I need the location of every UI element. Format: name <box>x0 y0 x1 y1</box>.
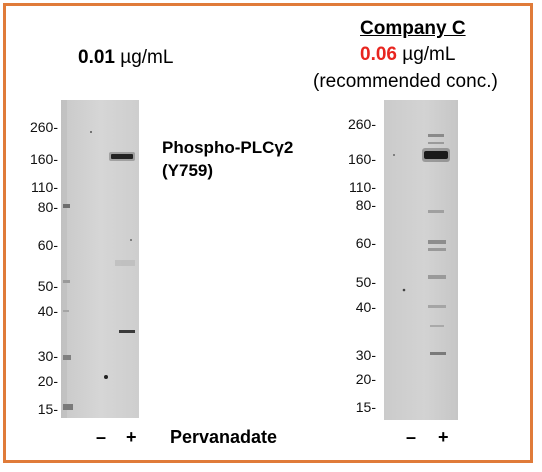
left-lane-minus: – <box>96 427 107 447</box>
right-mw-80: 80- <box>355 197 376 213</box>
right-concentration-value: 0.06 <box>360 44 397 65</box>
left-mw-110: 110- <box>31 179 58 195</box>
antibody-name-line2: (Y759) <box>162 161 214 180</box>
left-mw-60: 60- <box>37 237 58 253</box>
right-concentration: 0.06 µg/mL <box>360 44 455 66</box>
right-mw-40: 40- <box>355 299 376 315</box>
left-mw-20: 20- <box>37 373 58 389</box>
right-concentration-unit: µg/mL <box>396 44 456 65</box>
right-mw-30: 30- <box>355 347 376 363</box>
left-blot-image <box>61 100 139 418</box>
right-mw-50: 50- <box>355 274 376 290</box>
left-concentration-unit: µg/mL <box>114 47 174 68</box>
right-mw-160: 160- <box>347 151 376 167</box>
left-concentration-value: 0.01 <box>78 47 115 68</box>
left-concentration: 0.01 µg/mL <box>78 47 173 69</box>
left-mw-160: 160- <box>29 151 58 167</box>
antibody-name-line1: Phospho-PLCγ2 <box>162 138 294 157</box>
recommendation-note: (recommended conc.) <box>313 71 498 92</box>
left-mw-260: 260- <box>29 119 58 135</box>
left-mw-30: 30- <box>37 348 58 364</box>
right-lane-plus: + <box>438 427 449 447</box>
left-mw-15: 15- <box>37 401 58 417</box>
right-mw-110: 110- <box>349 179 376 195</box>
left-mw-80: 80- <box>37 199 58 215</box>
left-mw-50: 50- <box>37 278 58 294</box>
left-mw-40: 40- <box>37 303 58 319</box>
right-blot-image <box>384 100 458 420</box>
right-mw-60: 60- <box>355 235 376 251</box>
right-lane-minus: – <box>406 427 417 447</box>
right-mw-20: 20- <box>355 371 376 387</box>
company-label: Company C <box>360 18 466 39</box>
right-mw-260: 260- <box>347 116 376 132</box>
treatment-label: Pervanadate <box>170 427 278 447</box>
right-mw-15: 15- <box>355 399 376 415</box>
left-lane-plus: + <box>126 427 137 447</box>
